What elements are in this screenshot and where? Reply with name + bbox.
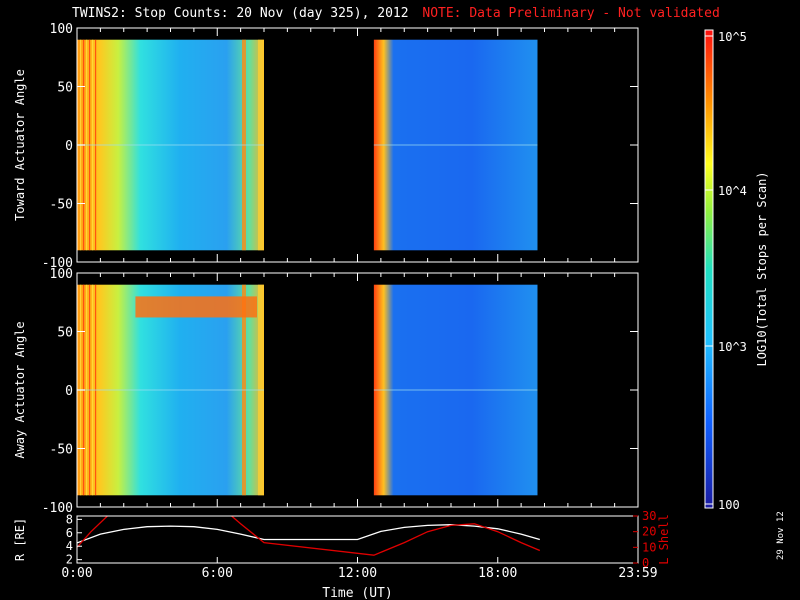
preliminary-note: NOTE: Data Preliminary - Not validated [422, 6, 720, 21]
stripe [92, 39, 94, 251]
l-shell-line [77, 516, 541, 556]
data-block-1 [77, 39, 264, 251]
y-tick-label: 100 [50, 22, 73, 37]
colorbar: 10^5 10^4 10^3 100 LOG10(Total Stops per Sca… [704, 29, 769, 512]
heatmap-panel-1: 100 50 0 -50 -100 Toward Actuator Angle [13, 22, 639, 271]
y-tick-label: -50 [50, 198, 73, 213]
title-text: TWINS2: Stop Counts: 20 Nov (day 325), 2… [72, 6, 409, 21]
y-axis-label: Toward Actuator Angle [13, 69, 27, 221]
colorbar-tick-label: 10^4 [718, 184, 747, 198]
stripe [95, 39, 97, 251]
y-tick-label-right: 20 [642, 525, 656, 539]
stripe [89, 39, 91, 251]
y-tick-label: 50 [57, 81, 73, 96]
heatmap-panel-2: 100 50 0 -50 -100 Away Actuator Angle [13, 267, 639, 516]
stripe [258, 39, 264, 251]
stripe [258, 284, 264, 496]
y-tick-label: 4 [66, 539, 73, 553]
data-block-1 [77, 284, 264, 496]
y-tick-label: 50 [57, 326, 73, 341]
data-block-2 [373, 39, 538, 251]
x-tick-label: 12:00 [338, 566, 377, 581]
zero-band [373, 144, 538, 146]
colorbar-tick-label: 10^5 [718, 30, 747, 44]
stripe [86, 39, 88, 251]
y-tick-label-right: 30 [642, 509, 656, 523]
y-axis-label: Away Actuator Angle [13, 321, 27, 458]
stripe [242, 284, 246, 496]
y-tick-label: -100 [42, 256, 73, 271]
stripe [92, 284, 94, 496]
y-tick-label-right: 0 [642, 556, 649, 570]
y-axis-label-right: L Shell [657, 514, 671, 565]
x-tick-label: 6:00 [202, 566, 233, 581]
x-tick-label: 18:00 [478, 566, 517, 581]
x-axis-label: Time (UT) [322, 586, 392, 600]
y-tick-label: -100 [42, 501, 73, 516]
colorbar-label: LOG10(Total Stops per Scan) [755, 171, 769, 366]
r-line [77, 524, 540, 544]
stripe [95, 284, 97, 496]
date-stamp: 29 Nov 12 [776, 511, 786, 560]
plot-title: TWINS2: Stop Counts: 20 Nov (day 325), 2… [72, 6, 720, 21]
y-tick-label: -50 [50, 443, 73, 458]
zero-band [77, 144, 264, 146]
data-block-2 [373, 284, 538, 496]
stripe [242, 39, 246, 251]
zero-band [373, 389, 538, 391]
y-tick-label: 8 [66, 512, 73, 526]
zero-band [77, 389, 264, 391]
high-count-band [135, 296, 257, 318]
stripe [86, 284, 88, 496]
y-tick-label: 0 [65, 139, 73, 154]
y-tick-label: 100 [50, 267, 73, 282]
y-tick-label-right: 10 [642, 540, 656, 554]
y-tick-label: 6 [66, 526, 73, 540]
x-tick-label: 23:59 [618, 566, 657, 581]
colorbar-tick-label: 100 [718, 498, 740, 512]
y-tick-label: 0 [65, 384, 73, 399]
y-axis-label-left: R [RE] [13, 518, 27, 561]
colorbar-tick-label: 10^3 [718, 340, 747, 354]
stripe [89, 284, 91, 496]
x-tick-label: 0:00 [61, 566, 92, 581]
y-tick-label: 2 [66, 553, 73, 567]
